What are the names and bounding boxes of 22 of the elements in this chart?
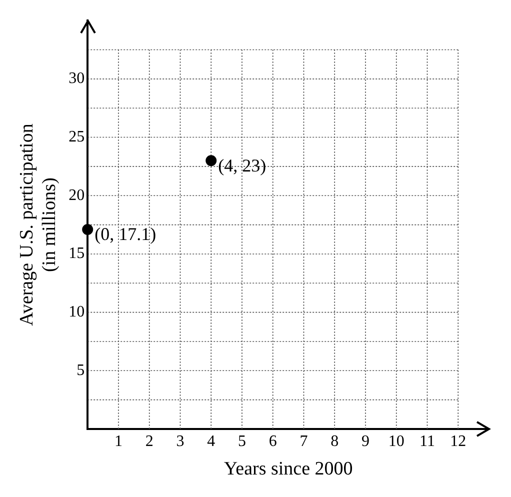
y-tick-label: 5 bbox=[76, 362, 85, 379]
x-tick-label: 1 bbox=[114, 432, 122, 450]
x-tick-label: 5 bbox=[238, 432, 246, 450]
y-tick-label: 15 bbox=[68, 245, 85, 262]
x-tick-label: 3 bbox=[176, 432, 184, 450]
x-tick-label: 8 bbox=[330, 432, 339, 450]
x-tick-label: 6 bbox=[268, 432, 277, 450]
y-tick-label: 20 bbox=[68, 186, 85, 204]
x-tick-label: 11 bbox=[420, 432, 435, 450]
y-tick-label: 10 bbox=[68, 304, 85, 321]
y-tick-label: 25 bbox=[68, 128, 85, 146]
x-tick-label: 4 bbox=[207, 432, 216, 450]
x-axis-title: Years since 2000 bbox=[224, 458, 353, 480]
x-tick-label: 10 bbox=[388, 432, 404, 450]
y-axis-title: Average U.S. participation (in millions) bbox=[16, 123, 60, 326]
y-tick-label: 30 bbox=[68, 70, 85, 88]
annotation: (4, 23) bbox=[218, 155, 266, 176]
x-tick-label: 7 bbox=[300, 432, 308, 450]
x-tick-label: 2 bbox=[145, 432, 154, 450]
annotation: (0, 17.1) bbox=[94, 224, 156, 244]
x-tick-label: 12 bbox=[450, 432, 466, 450]
x-tick-label: 9 bbox=[361, 432, 370, 450]
